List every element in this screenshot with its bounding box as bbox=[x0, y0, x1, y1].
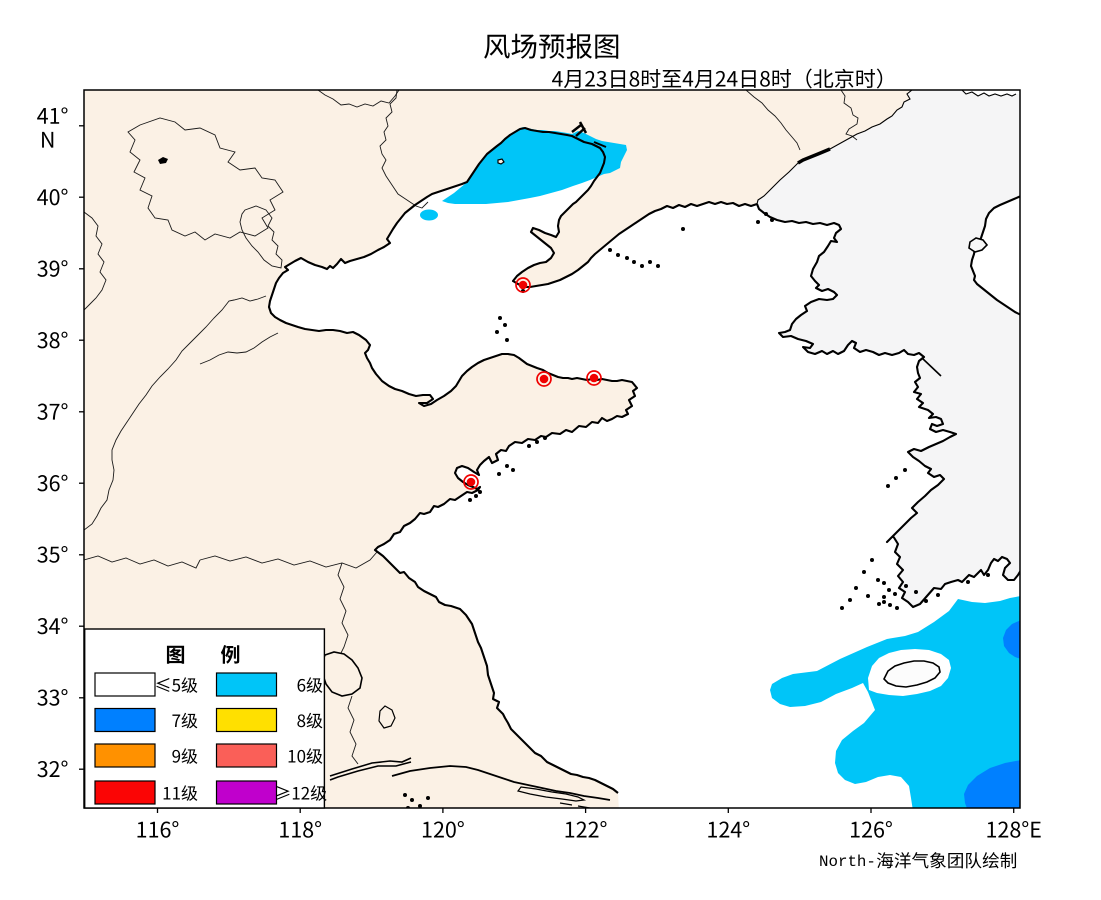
svg-text:North-: North- bbox=[819, 853, 876, 871]
